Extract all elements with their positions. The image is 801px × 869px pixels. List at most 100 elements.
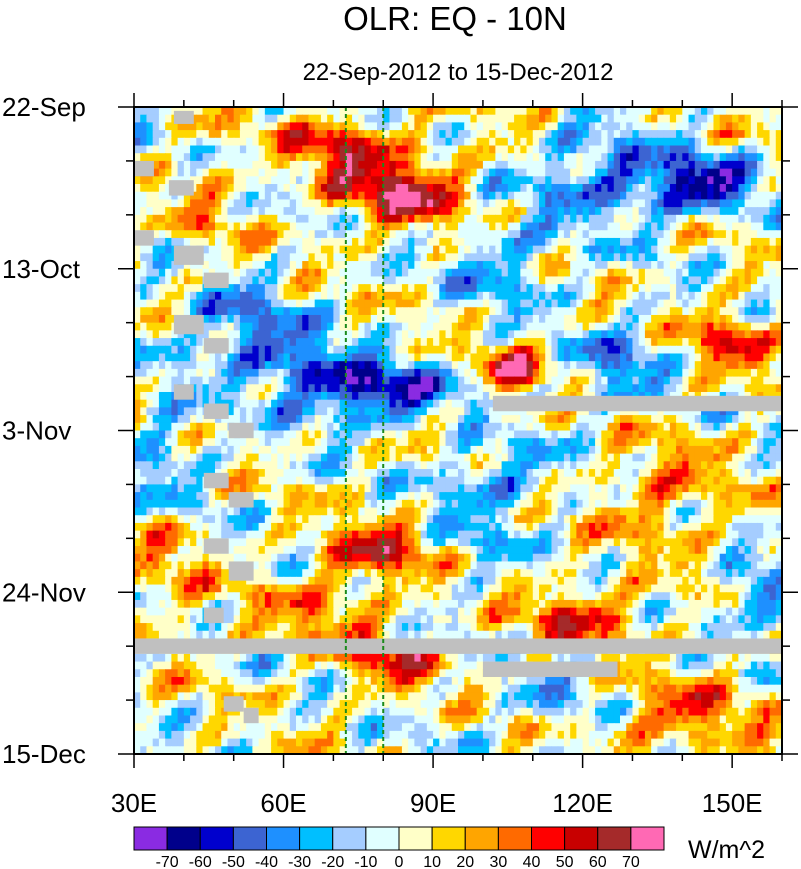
field-cell: [308, 415, 316, 424]
field-cell: [140, 176, 148, 185]
field-cell: [694, 214, 702, 224]
field-cell: [146, 184, 154, 193]
field-cell: [327, 368, 334, 378]
field-cell: [252, 176, 260, 185]
field-cell: [769, 345, 777, 355]
field-cell: [433, 438, 440, 447]
field-cell: [775, 299, 783, 308]
field-cell: [551, 153, 559, 162]
field-cell: [482, 361, 490, 370]
field-cell: [638, 284, 646, 293]
field-cell: [377, 322, 384, 331]
field-cell: [520, 415, 528, 424]
field-cell: [171, 276, 179, 285]
field-cell: [470, 322, 478, 331]
field-cell: [451, 291, 459, 301]
field-cell: [302, 168, 310, 177]
field-cell: [302, 361, 310, 370]
field-cell: [202, 299, 210, 308]
field-cell: [202, 376, 210, 385]
field-cell: [420, 145, 428, 154]
field-cell: [725, 384, 733, 393]
field-cell: [333, 345, 341, 355]
field-cell: [719, 345, 727, 355]
field-cell: [464, 168, 472, 177]
field-cell: [595, 268, 602, 278]
field-cell: [445, 199, 453, 208]
field-cell: [246, 222, 253, 231]
field-cell: [563, 314, 571, 324]
field-cell: [632, 314, 640, 324]
field-cell: [713, 291, 721, 301]
field-cell: [688, 261, 696, 270]
field-cell: [414, 438, 422, 447]
field-cell: [420, 322, 428, 331]
field-cell: [252, 314, 260, 324]
field-cell: [626, 453, 634, 462]
field-cell: [489, 461, 496, 470]
field-cell: [532, 353, 540, 362]
field-cell: [626, 276, 634, 285]
field-cell: [638, 114, 646, 123]
field-cell: [165, 291, 172, 301]
field-cell: [595, 207, 602, 216]
field-cell: [158, 330, 166, 339]
field-cell: [551, 268, 559, 278]
field-cell: [221, 438, 229, 447]
field-cell: [551, 368, 559, 378]
field-cell: [725, 168, 733, 177]
field-cell: [190, 407, 197, 416]
field-cell: [445, 353, 453, 362]
field-cell: [482, 391, 490, 401]
field-cell: [327, 399, 334, 408]
field-cell: [177, 430, 185, 439]
field-cell: [383, 230, 391, 239]
field-cell: [171, 461, 179, 470]
field-cell: [526, 415, 534, 424]
field-cell: [744, 469, 752, 478]
field-cell: [314, 222, 322, 231]
field-cell: [439, 230, 447, 239]
field-cell: [626, 130, 634, 139]
field-cell: [595, 214, 602, 224]
field-cell: [277, 276, 285, 285]
field-cell: [408, 391, 415, 401]
field-cell: [551, 222, 559, 231]
field-cell: [707, 145, 715, 154]
field-cell: [719, 314, 727, 324]
field-cell: [283, 276, 291, 285]
field-cell: [277, 322, 285, 331]
field-cell: [588, 291, 596, 301]
field-cell: [707, 199, 715, 208]
field-cell: [433, 330, 440, 339]
field-cell: [458, 176, 465, 185]
field-cell: [701, 114, 708, 123]
field-cell: [576, 276, 584, 285]
field-cell: [663, 176, 671, 185]
field-cell: [626, 338, 634, 347]
field-cell: [420, 253, 428, 262]
field-cell: [669, 384, 677, 393]
field-cell: [607, 376, 615, 385]
field-cell: [352, 469, 359, 478]
field-cell: [757, 184, 764, 193]
field-cell: [383, 291, 391, 301]
field-cell: [763, 261, 771, 270]
field-cell: [320, 430, 328, 439]
field-cell: [669, 307, 677, 316]
field-cell: [520, 438, 528, 447]
field-cell: [763, 338, 771, 347]
field-cell: [482, 276, 490, 285]
field-cell: [489, 438, 496, 447]
field-cell: [308, 430, 316, 439]
field-cell: [551, 276, 559, 285]
field-cell: [215, 107, 222, 116]
field-cell: [327, 253, 334, 262]
field-cell: [526, 168, 534, 177]
field-cell: [239, 407, 247, 416]
field-cell: [215, 453, 222, 462]
field-cell: [482, 191, 490, 201]
field-cell: [433, 107, 440, 116]
field-cell: [146, 276, 154, 285]
field-cell: [327, 199, 334, 208]
